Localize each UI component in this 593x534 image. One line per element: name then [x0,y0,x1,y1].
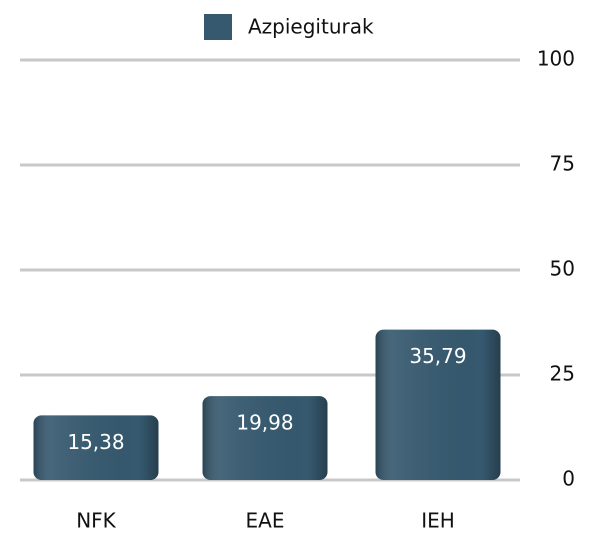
data-label: 35,79 [409,344,466,368]
bar-shade [33,415,159,480]
x-tick-label: IEH [421,509,455,533]
y-tick-label: 25 [550,362,575,386]
y-tick-label: 0 [562,467,575,491]
legend-label: Azpiegiturak [248,15,374,39]
x-tick-label: EAE [246,509,285,533]
legend-swatch [204,14,232,40]
data-label: 19,98 [236,411,293,435]
bar-shade [375,329,501,480]
y-tick-label: 50 [550,257,575,281]
data-label: 15,38 [67,430,124,454]
y-tick-label: 75 [550,152,575,176]
x-tick-label: NFK [76,509,116,533]
y-tick-label: 100 [537,47,575,71]
bar-shade [202,396,328,480]
